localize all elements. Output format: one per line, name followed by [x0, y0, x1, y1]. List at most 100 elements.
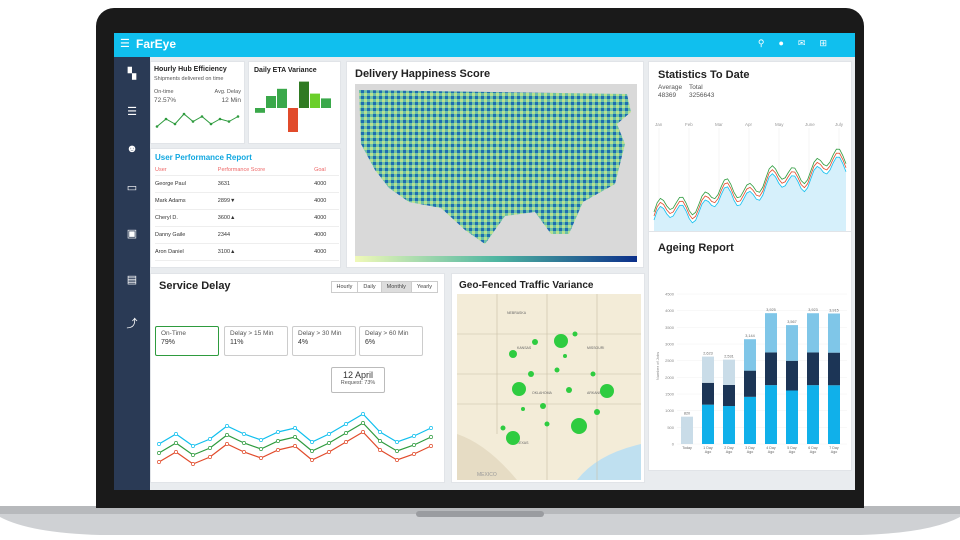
- search-icon[interactable]: ⚲: [757, 38, 765, 48]
- document-icon[interactable]: ▤: [126, 274, 138, 286]
- trend-icon[interactable]: ⤴: [126, 318, 138, 330]
- average-label: Average: [658, 84, 683, 91]
- series-point: [191, 462, 195, 466]
- hub-title: Hourly Hub Efficiency: [154, 66, 227, 73]
- total-label: 3,923: [808, 308, 818, 312]
- x-tick: Today: [682, 446, 692, 450]
- tab-hourly[interactable]: Hourly: [332, 282, 359, 292]
- table-row[interactable]: Cheryl D. 3600▲ 4000: [155, 209, 339, 227]
- eta-title: Daily ETA Variance: [254, 67, 317, 74]
- age-bar: [702, 404, 714, 444]
- age-bar: [723, 384, 735, 407]
- x-tick: 3 Day: [745, 446, 755, 450]
- month-tick: July: [835, 122, 844, 127]
- x-tick: 2 Day: [724, 446, 734, 450]
- series-point: [344, 422, 348, 426]
- age-bar: [786, 390, 798, 444]
- series-point: [378, 448, 382, 452]
- grid-icon[interactable]: ⊞: [819, 38, 827, 48]
- series-point: [259, 447, 263, 451]
- y-tick: 3000: [665, 342, 675, 347]
- kpi-delay-30[interactable]: Delay > 30 Min 4%: [292, 326, 356, 356]
- x-tick: Ago: [810, 450, 816, 454]
- bell-icon[interactable]: ●: [778, 38, 784, 48]
- series-point: [259, 438, 263, 442]
- series-point: [395, 449, 399, 453]
- average-value: 48369: [658, 92, 677, 99]
- x-tick: 7 Day: [829, 446, 839, 450]
- series-point: [429, 444, 433, 448]
- menu-icon[interactable]: ☰: [120, 38, 130, 50]
- kpi-delay-15[interactable]: Delay > 15 Min 11%: [224, 326, 288, 356]
- hub-efficiency-card: Hourly Hub Efficiency Shipments delivere…: [150, 61, 245, 144]
- series-point: [344, 440, 348, 444]
- series-point: [395, 458, 399, 462]
- series-point: [276, 448, 280, 452]
- y-tick: 500: [667, 425, 674, 430]
- table-row[interactable]: Danny Gaile 2344 4000: [155, 226, 339, 244]
- briefcase-icon[interactable]: ▣: [126, 228, 138, 240]
- state-label: KANSAS: [517, 346, 532, 350]
- userperf-title: User Performance Report: [155, 153, 252, 162]
- geo-bubble-map[interactable]: NEBRASKA KANSAS OKLAHOMA TEXAS MISSOURI …: [457, 294, 641, 480]
- table-row[interactable]: Mark Adams 2899▼ 4000: [155, 192, 339, 210]
- car-icon[interactable]: ▭: [126, 182, 138, 194]
- age-bar: [744, 339, 756, 371]
- users-icon[interactable]: ☻: [126, 143, 138, 155]
- ontime-label: On-time: [154, 89, 174, 95]
- delay-value: 12 Min: [221, 97, 241, 104]
- dashboard-icon[interactable]: ▚: [127, 68, 137, 80]
- y-tick: 1500: [665, 392, 675, 397]
- spark-point: [155, 125, 159, 128]
- month-tick: May: [775, 122, 784, 127]
- series-point: [157, 442, 161, 446]
- series-point: [157, 460, 161, 464]
- x-tick: Ago: [789, 450, 795, 454]
- hub-sparkline: [155, 112, 240, 128]
- hub-subtitle: Shipments delivered on time: [154, 76, 224, 82]
- kpi-delay-60[interactable]: Delay > 60 Min 6%: [359, 326, 423, 356]
- total-label: 3,567: [787, 320, 797, 324]
- total-label: 3,915: [829, 309, 839, 313]
- us-choropleth-map[interactable]: [355, 84, 637, 264]
- age-bar: [828, 313, 840, 353]
- state-label: MISSOURI: [587, 346, 604, 350]
- ageing-title: Ageing Report: [658, 242, 734, 254]
- y-tick: 2500: [665, 358, 675, 363]
- mail-icon[interactable]: ✉: [797, 38, 806, 48]
- tab-yearly[interactable]: Yearly: [416, 284, 432, 290]
- service-line-chart: [157, 412, 433, 466]
- col-user: User: [155, 165, 218, 176]
- series-point: [174, 441, 178, 445]
- state-label: MEXICO: [477, 472, 497, 478]
- chart-tooltip: 12 April Request: 73%: [331, 367, 385, 393]
- series-point: [157, 451, 161, 455]
- kpi-on-time[interactable]: On-Time 79%: [155, 326, 219, 356]
- col-goal: Goal: [314, 165, 339, 176]
- spark-point: [200, 115, 204, 118]
- total-label: 3,144: [745, 334, 755, 338]
- eta-bar: [266, 96, 276, 108]
- x-tick: 5 Day: [787, 446, 797, 450]
- spark-point: [236, 115, 240, 118]
- dashboard-screen: ☰ FarEye ⚲ ● ✉ ⊞ ▚ ☰ ☻ ▭ ▣ ▤ ⤴ Hourly Hu…: [114, 33, 855, 490]
- x-tick: 4 Day: [766, 446, 776, 450]
- eta-bar: [255, 108, 265, 113]
- user-performance-table: User Performance Score Goal George Paul 3…: [155, 165, 339, 261]
- age-bar: [828, 385, 840, 444]
- month-tick: Feb: [685, 122, 693, 127]
- series-point: [225, 442, 229, 446]
- y-tick: 0: [672, 442, 675, 447]
- series-point: [412, 452, 416, 456]
- spark-point: [173, 122, 177, 126]
- list-icon[interactable]: ☰: [127, 106, 137, 118]
- table-row[interactable]: George Paul 3631 4000: [155, 175, 339, 193]
- series-point: [327, 432, 331, 436]
- month-tick: Mar: [715, 122, 723, 127]
- y-tick: 4000: [665, 308, 675, 313]
- tab-daily[interactable]: Daily: [358, 282, 382, 292]
- x-tick: Ago: [768, 450, 774, 454]
- series-point: [174, 450, 178, 454]
- table-row[interactable]: Aron Daniel 3100▲ 4000: [155, 243, 339, 261]
- tab-monthly[interactable]: Monthly: [381, 282, 412, 292]
